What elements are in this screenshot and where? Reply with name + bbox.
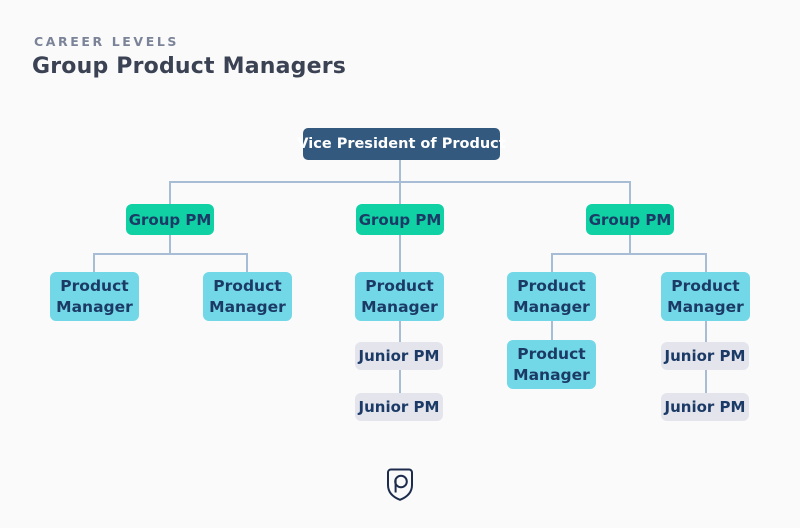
connector-b3-jr1-jr2 xyxy=(705,370,707,393)
org-node-product-manager-1a: Product Manager xyxy=(50,272,139,321)
connector-b2-jr1-jr2 xyxy=(399,370,401,393)
org-node-product-manager-2a: Product Manager xyxy=(355,272,444,321)
connector-branch1-bar xyxy=(93,253,248,255)
connector-b1c1-drop xyxy=(93,253,95,272)
eyebrow-label: CAREER LEVELS xyxy=(34,34,180,49)
org-node-product-manager-3a-child: Product Manager xyxy=(507,340,596,389)
connector-gpm2-down xyxy=(399,235,401,272)
org-node-group-pm-2: Group PM xyxy=(356,204,444,235)
org-node-group-pm-1: Group PM xyxy=(126,204,214,235)
org-node-product-manager-3a: Product Manager xyxy=(507,272,596,321)
page-title: Group Product Managers xyxy=(32,54,347,79)
org-node-vp: Vice President of Product xyxy=(297,128,506,160)
connector-top-bar xyxy=(169,181,631,183)
org-node-junior-pm-2a: Junior PM xyxy=(355,342,443,370)
connector-gpm1-drop xyxy=(169,181,171,204)
org-node-junior-pm-2b: Junior PM xyxy=(355,393,443,421)
connector-b1c2-drop xyxy=(246,253,248,272)
org-node-product-manager-3b: Product Manager xyxy=(661,272,750,321)
connector-gpm3-drop xyxy=(629,181,631,204)
connector-b3c2-drop xyxy=(705,253,707,272)
org-node-junior-pm-3a: Junior PM xyxy=(661,342,749,370)
shield-p-logo-icon xyxy=(384,466,416,504)
connector-b3c1-pm-down xyxy=(551,321,553,340)
connector-gpm1-down xyxy=(169,235,171,255)
connector-b2-pm-jr1 xyxy=(399,321,401,342)
connector-branch3-bar xyxy=(551,253,707,255)
org-node-junior-pm-3b: Junior PM xyxy=(661,393,749,421)
org-node-product-manager-1b: Product Manager xyxy=(203,272,292,321)
connector-gpm3-down xyxy=(629,235,631,255)
connector-b3c1-drop xyxy=(551,253,553,272)
connector-b3c2-pm-jr1 xyxy=(705,321,707,342)
org-node-group-pm-3: Group PM xyxy=(586,204,674,235)
